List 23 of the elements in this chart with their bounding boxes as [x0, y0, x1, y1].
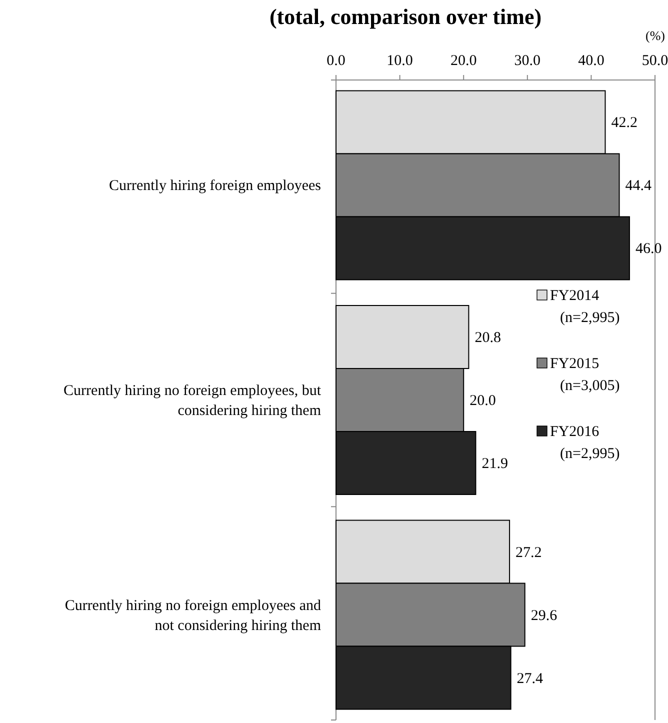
x-tick-label: 0.0 [326, 53, 346, 69]
x-tick-label: 50.0 [642, 53, 668, 69]
data-label: 29.6 [530, 608, 558, 624]
chart-title: (total, comparison over time) [269, 4, 542, 29]
y-tick-label: Currently hiring no foreign employees, but considering hiring them [64, 383, 322, 419]
data-label: 20.8 [474, 330, 501, 346]
x-axis-title: (%) [646, 28, 665, 43]
x-tick-label: 10.0 [386, 53, 413, 69]
x-tick-label: 20.0 [450, 53, 477, 69]
data-label: 46.0 [635, 241, 662, 258]
y-tick-label: Currently hiring no foreign employees and not considering hiring them [64, 598, 322, 634]
legend-label: FY2016 (n=2,995) [550, 424, 620, 462]
legend-label: FY2014 (n=2,995) [550, 288, 620, 326]
data-label: 44.4 [625, 178, 652, 194]
data-label: 21.9 [482, 456, 508, 472]
y-tick-label: Currently hiring foreign employees [108, 178, 322, 194]
data-label: 20.0 [470, 393, 496, 409]
data-label: 27.2 [516, 544, 542, 561]
data-label: 27.4 [516, 670, 544, 687]
x-tick-label: 40.0 [578, 53, 604, 69]
x-tick-label: 30.0 [514, 53, 541, 69]
legend-label: FY2015 (n=3,005) [550, 356, 620, 394]
data-label: 42.2 [611, 115, 638, 132]
